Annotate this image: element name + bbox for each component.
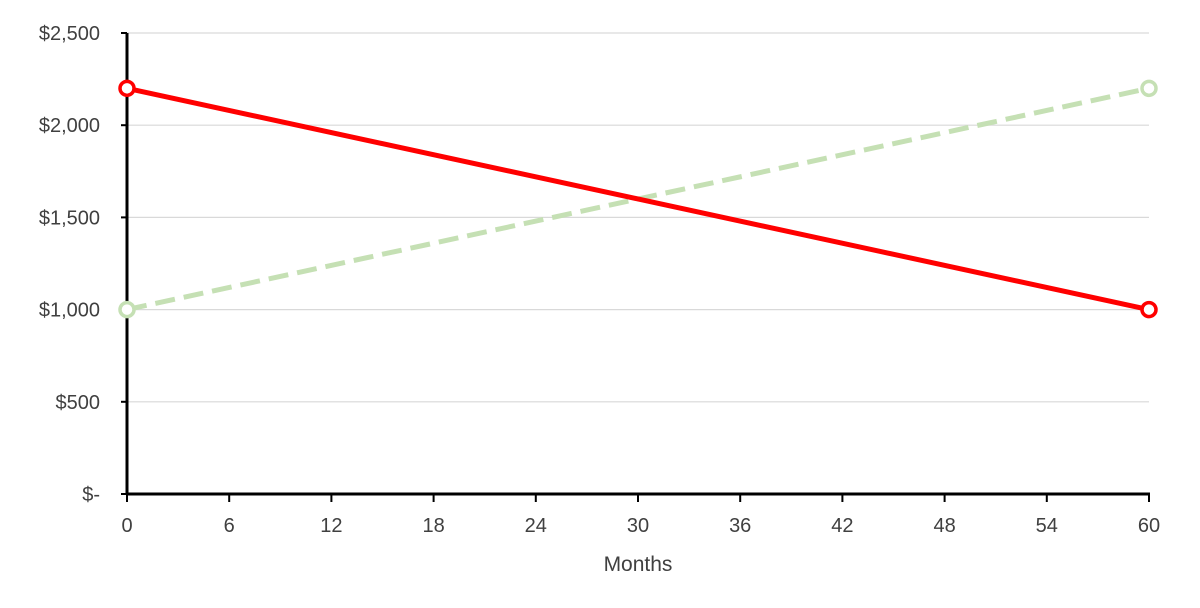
x-tick-label: 54 (1036, 515, 1058, 537)
series-0-point (1140, 300, 1158, 319)
x-tick-label: 18 (422, 515, 444, 537)
x-tick-label: 6 (224, 515, 235, 537)
x-tick-label: 30 (627, 515, 649, 537)
gridlines (127, 32, 1149, 403)
series-0-point (118, 79, 136, 98)
x-tick-label: 42 (831, 515, 853, 537)
x-axis-title: Months (604, 553, 673, 576)
y-tick-label: $1,500 (39, 207, 100, 229)
y-tick-label: $- (82, 484, 100, 506)
y-tick-label: $2,500 (39, 23, 100, 45)
series-layer (118, 79, 1158, 319)
y-tick-label: $500 (56, 392, 101, 414)
x-tick-label: 24 (525, 515, 547, 537)
axes (121, 32, 1150, 502)
series-1-point (118, 300, 136, 319)
x-tick-label: 12 (320, 515, 342, 537)
x-tick-label: 48 (933, 515, 955, 537)
series-line-0 (126, 85, 1150, 313)
x-tick-label: 36 (729, 515, 751, 537)
y-tick-label: $1,000 (39, 300, 100, 322)
x-tick-label: 0 (121, 515, 132, 537)
y-tick-label: $2,000 (39, 115, 100, 137)
series-1-point (1140, 79, 1158, 98)
x-tick-label: 60 (1138, 515, 1160, 537)
tick-labels: $- $500 $1,000 $1,500 $2,000 $2,500 0 6 12 18 24 30… (39, 23, 1160, 537)
